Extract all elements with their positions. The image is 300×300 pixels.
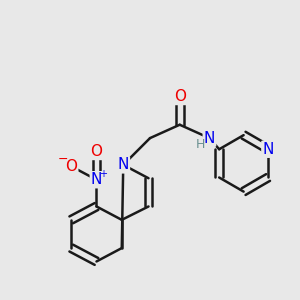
Text: −: − [58, 153, 68, 166]
Text: N: N [262, 142, 274, 157]
Text: O: O [91, 144, 103, 159]
Text: N: N [91, 172, 102, 187]
Text: O: O [65, 159, 77, 174]
Text: H: H [196, 138, 205, 151]
Text: +: + [99, 169, 107, 179]
Text: N: N [204, 130, 215, 146]
Text: O: O [174, 89, 186, 104]
Text: N: N [118, 158, 129, 172]
